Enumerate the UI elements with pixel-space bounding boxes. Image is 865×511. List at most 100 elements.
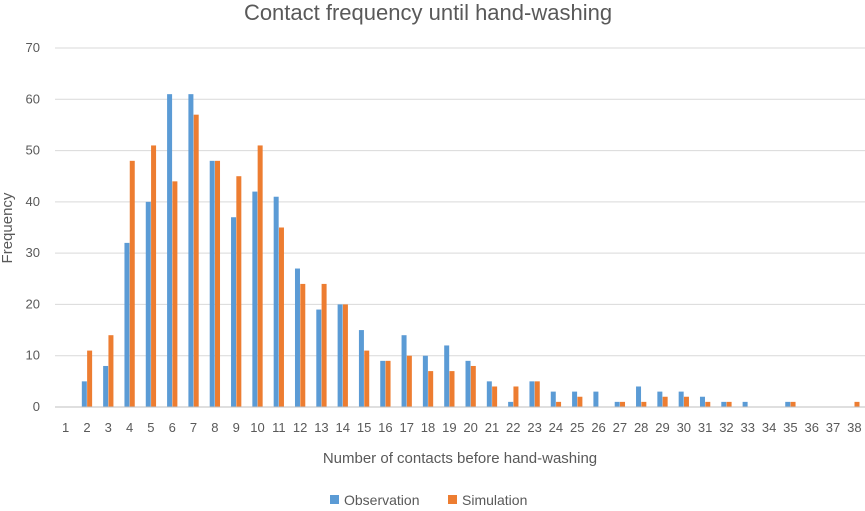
legend-swatch-observation xyxy=(330,495,339,504)
bar-observation-18 xyxy=(422,355,428,407)
x-tick-label: 14 xyxy=(336,420,350,435)
bar-observation-14 xyxy=(337,304,343,407)
x-tick-label: 31 xyxy=(698,420,712,435)
bar-simulation-28 xyxy=(641,401,647,407)
x-tick-label: 34 xyxy=(762,420,776,435)
x-tick-label: 18 xyxy=(421,420,435,435)
x-tick-label: 8 xyxy=(211,420,218,435)
x-tick-label: 25 xyxy=(570,420,584,435)
bar-observation-3 xyxy=(103,365,109,407)
x-tick-label: 30 xyxy=(677,420,691,435)
x-tick-label: 35 xyxy=(783,420,797,435)
legend-label-simulation: Simulation xyxy=(462,492,527,508)
bar-simulation-24 xyxy=(556,401,562,407)
bar-observation-5 xyxy=(145,201,151,407)
bar-observation-21 xyxy=(486,381,492,407)
bar-observation-17 xyxy=(401,335,407,407)
x-tick-label: 3 xyxy=(105,420,112,435)
bar-simulation-13 xyxy=(321,283,327,407)
x-tick-label: 12 xyxy=(293,420,307,435)
legend-swatch-simulation xyxy=(448,495,457,504)
x-tick-label: 22 xyxy=(506,420,520,435)
bar-observation-24 xyxy=(550,391,556,407)
bar-simulation-7 xyxy=(193,114,199,408)
bar-simulation-23 xyxy=(534,381,540,407)
bar-observation-22 xyxy=(508,401,514,407)
y-axis-label: Frequency xyxy=(0,192,16,263)
bar-observation-27 xyxy=(614,401,620,407)
bar-simulation-21 xyxy=(492,386,498,407)
bar-simulation-18 xyxy=(428,371,434,407)
bar-simulation-3 xyxy=(108,335,114,407)
bar-simulation-27 xyxy=(620,401,626,407)
x-tick-label: 23 xyxy=(527,420,541,435)
legend-label-observation: Observation xyxy=(344,492,419,508)
x-tick-label: 1 xyxy=(62,420,69,435)
bar-simulation-9 xyxy=(236,176,242,407)
bar-simulation-4 xyxy=(129,160,135,407)
x-tick-label: 33 xyxy=(741,420,755,435)
bar-simulation-32 xyxy=(726,401,732,407)
bar-observation-29 xyxy=(657,391,663,407)
bar-observation-8 xyxy=(209,160,215,407)
bar-observation-12 xyxy=(294,268,300,407)
y-tick-label: 30 xyxy=(26,245,40,260)
bar-simulation-38 xyxy=(854,401,860,407)
x-tick-label: 17 xyxy=(399,420,413,435)
y-tick-label: 0 xyxy=(33,399,40,414)
bar-simulation-6 xyxy=(172,181,178,407)
bar-simulation-8 xyxy=(215,160,221,407)
bar-simulation-2 xyxy=(87,350,93,407)
x-tick-label: 15 xyxy=(357,420,371,435)
bar-observation-9 xyxy=(231,217,237,407)
x-tick-label: 16 xyxy=(378,420,392,435)
bar-simulation-30 xyxy=(683,396,689,407)
x-axis-label: Number of contacts before hand-washing xyxy=(323,450,597,467)
bar-observation-23 xyxy=(529,381,535,407)
y-tick-label: 70 xyxy=(26,40,40,55)
bar-simulation-14 xyxy=(342,304,348,407)
x-tick-label: 24 xyxy=(549,420,563,435)
bar-simulation-17 xyxy=(406,355,412,407)
y-tick-label: 50 xyxy=(26,143,40,158)
bar-simulation-19 xyxy=(449,371,455,407)
bar-observation-30 xyxy=(678,391,684,407)
bar-simulation-11 xyxy=(278,227,284,407)
bar-simulation-16 xyxy=(385,360,391,407)
x-tick-label: 32 xyxy=(719,420,733,435)
x-tick-label: 2 xyxy=(83,420,90,435)
bar-observation-20 xyxy=(465,360,471,407)
x-tick-label: 29 xyxy=(655,420,669,435)
bar-observation-25 xyxy=(572,391,578,407)
x-tick-label: 7 xyxy=(190,420,197,435)
y-axis-ticks: 0 10 20 30 40 50 60 70 xyxy=(26,40,40,414)
bar-simulation-29 xyxy=(662,396,668,407)
bar-observation-35 xyxy=(785,401,791,407)
x-tick-label: 4 xyxy=(126,420,133,435)
x-axis-ticks: 1 2 3 4 5 6 7 8 9 10 11 12 13 14 15 16 17 18 19 20 21 22 23 24 2… xyxy=(62,420,862,435)
bar-simulation-31 xyxy=(705,401,711,407)
x-tick-label: 27 xyxy=(613,420,627,435)
bar-simulation-25 xyxy=(577,396,583,407)
bar-observation-33 xyxy=(742,401,748,407)
bar-observation-19 xyxy=(444,345,450,407)
x-tick-label: 6 xyxy=(169,420,176,435)
legend: Observation Simulation xyxy=(330,492,527,508)
bar-simulation-35 xyxy=(790,401,796,407)
y-tick-label: 40 xyxy=(26,194,40,209)
chart-title: Contact frequency until hand-washing xyxy=(244,0,612,25)
bar-simulation-10 xyxy=(257,145,263,407)
bar-observation-31 xyxy=(699,396,705,407)
x-tick-label: 11 xyxy=(272,420,286,435)
bar-observation-4 xyxy=(124,242,130,407)
y-tick-label: 60 xyxy=(26,91,40,106)
bar-simulation-20 xyxy=(470,365,476,407)
x-tick-label: 19 xyxy=(442,420,456,435)
bar-observation-2 xyxy=(81,381,87,407)
bar-simulation-5 xyxy=(151,145,157,407)
bar-observation-28 xyxy=(636,386,642,407)
bar-observation-10 xyxy=(252,191,258,407)
bar-simulation-12 xyxy=(300,283,306,407)
bar-observation-7 xyxy=(188,94,194,408)
